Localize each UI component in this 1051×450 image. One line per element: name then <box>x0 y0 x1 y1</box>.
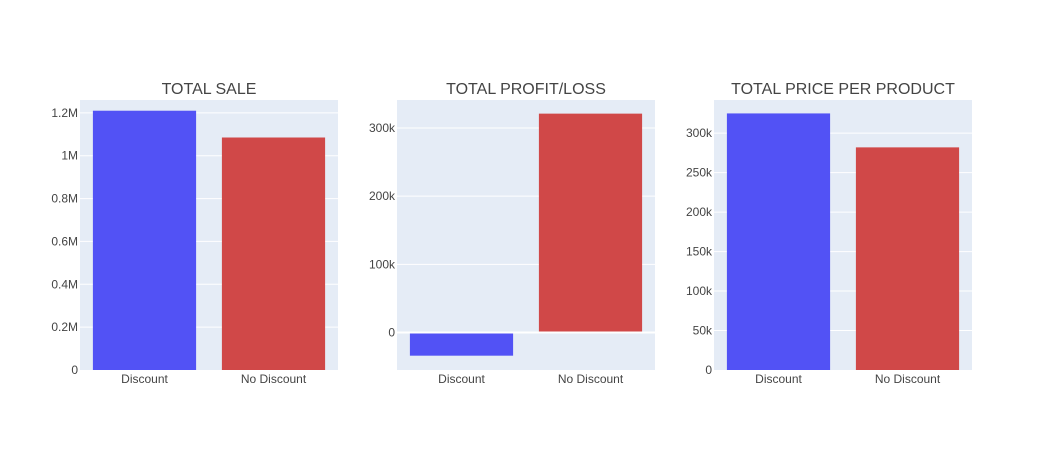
chart-title: TOTAL SALE <box>162 81 257 98</box>
bar <box>856 147 959 370</box>
y-tick-label: 200k <box>686 205 713 219</box>
x-tick-label: No Discount <box>241 372 307 386</box>
x-tick-label: No Discount <box>875 372 941 386</box>
y-tick-label: 1.2M <box>51 106 78 120</box>
subplot-total-sale: TOTAL SALE 0 0.2M 0.4M 0.6M 0.8M 1M 1.2M Discou… <box>51 81 338 386</box>
y-tick-label: 0.8M <box>51 192 78 206</box>
subplot-total-profit-loss: TOTAL PROFIT/LOSS 0 100k 200k 300k Discount N… <box>369 81 655 386</box>
y-tick-label: 300k <box>369 121 396 135</box>
y-tick-label: 0.4M <box>51 277 78 291</box>
y-tick-label: 0.6M <box>51 234 78 248</box>
y-tick-label: 0.2M <box>51 320 78 334</box>
y-tick-label: 1M <box>61 149 78 163</box>
y-tick-label: 150k <box>686 245 713 259</box>
y-tick-label: 250k <box>686 166 713 180</box>
y-tick-label: 0 <box>705 363 712 377</box>
chart-title: TOTAL PRICE PER PRODUCT <box>731 81 955 98</box>
subplot-total-price-per-product: TOTAL PRICE PER PRODUCT 0 50k 100k 150k 200k… <box>686 81 972 386</box>
x-tick-label: Discount <box>755 372 802 386</box>
bar <box>410 333 513 356</box>
y-tick-label: 300k <box>686 126 713 140</box>
x-tick-label: Discount <box>121 372 168 386</box>
y-tick-label: 100k <box>686 284 713 298</box>
bar <box>222 138 325 371</box>
x-tick-label: No Discount <box>558 372 624 386</box>
bar <box>539 114 642 333</box>
x-tick-label: Discount <box>438 372 485 386</box>
y-tick-label: 0 <box>71 363 78 377</box>
bar <box>93 111 196 370</box>
chart-title: TOTAL PROFIT/LOSS <box>446 81 606 98</box>
y-tick-label: 50k <box>693 324 713 338</box>
y-tick-label: 200k <box>369 189 396 203</box>
y-tick-label: 100k <box>369 257 396 271</box>
y-tick-label: 0 <box>388 326 395 340</box>
bar <box>727 113 830 370</box>
